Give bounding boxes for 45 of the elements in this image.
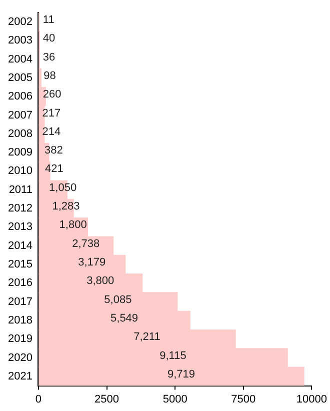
- y-tick-label: 2021: [8, 370, 32, 382]
- data-label: 5,549: [110, 312, 138, 325]
- y-tick-label: 2011: [8, 184, 32, 196]
- y-tick-label: 2012: [8, 202, 32, 215]
- data-label: 1,800: [59, 219, 87, 232]
- data-label: 3,179: [78, 256, 106, 269]
- y-tick-label: 2010: [8, 165, 32, 178]
- data-label: 421: [45, 163, 64, 176]
- data-label: 9,719: [167, 368, 196, 380]
- x-tick-label: 5000: [162, 393, 188, 406]
- y-tick-label: 2007: [8, 109, 32, 122]
- data-label: 98: [44, 70, 56, 82]
- data-label: 214: [42, 126, 61, 138]
- data-label: 5,085: [104, 294, 132, 306]
- y-tick-label: 2019: [8, 333, 32, 346]
- y-tick-label: 2013: [8, 221, 32, 234]
- x-tick-label: 2500: [94, 393, 120, 406]
- data-label: 260: [42, 88, 62, 101]
- y-tick-label: 2015: [8, 258, 32, 271]
- x-tick-label: 0: [35, 393, 42, 406]
- data-label: 36: [42, 51, 56, 64]
- data-label: 217: [42, 107, 61, 120]
- data-label: 40: [42, 32, 56, 45]
- data-label: 1,050: [49, 182, 77, 194]
- y-tick-label: 2017: [8, 296, 32, 308]
- y-tick-label: 2003: [8, 34, 32, 47]
- x-tick-label: 7500: [231, 393, 256, 406]
- y-tick-label: 2004: [8, 53, 32, 66]
- data-label: 7,211: [134, 331, 160, 344]
- data-label: 3,800: [86, 275, 114, 288]
- data-label: 11: [42, 14, 54, 26]
- y-tick-label: 2016: [8, 277, 32, 290]
- y-tick-label: 2009: [8, 146, 32, 159]
- y-tick-label: 2002: [8, 16, 32, 28]
- data-label: 9,115: [160, 350, 186, 362]
- data-label: 2,738: [72, 238, 100, 250]
- y-tick-label: 2005: [8, 72, 32, 84]
- data-label: 1,283: [52, 200, 80, 213]
- y-tick-label: 2006: [8, 90, 32, 103]
- y-tick-label: 2020: [8, 352, 32, 364]
- y-tick-label: 2014: [8, 240, 32, 252]
- y-tick-label: 2008: [8, 128, 32, 140]
- x-tick-label: 10000: [296, 393, 328, 406]
- data-label: 382: [44, 144, 63, 157]
- y-tick-label: 2018: [8, 314, 32, 327]
